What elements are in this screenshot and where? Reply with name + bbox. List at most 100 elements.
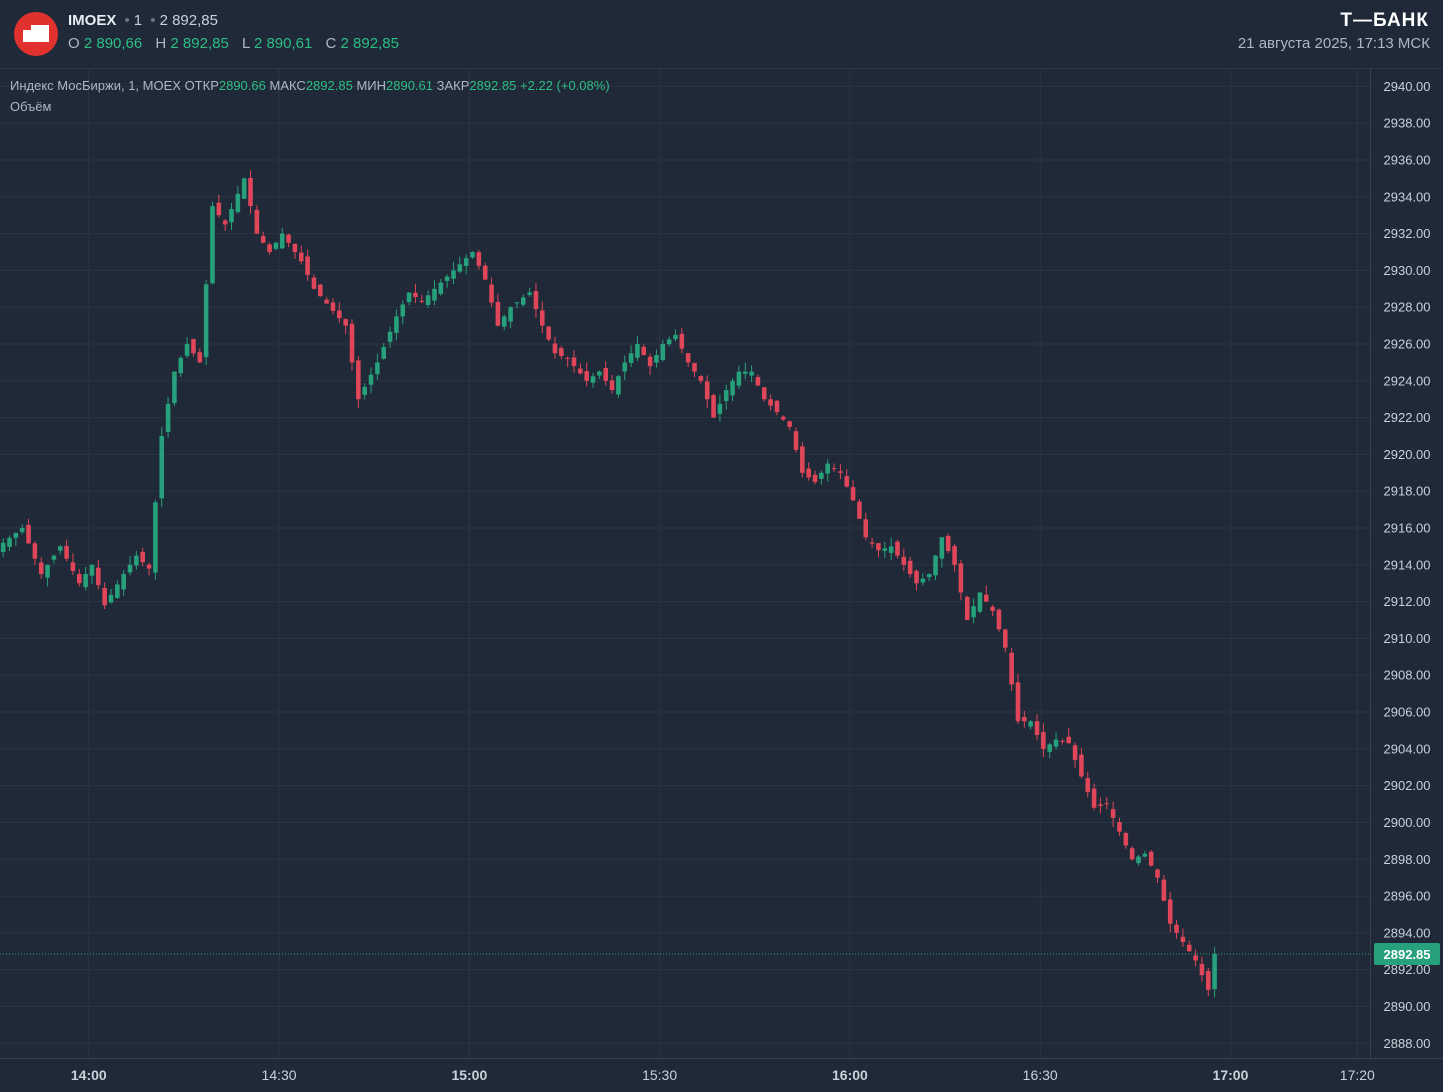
price-tick-label: 2896.00 <box>1384 889 1431 904</box>
candle-body <box>57 546 63 551</box>
candle-body <box>749 371 754 376</box>
candle-body <box>1186 944 1192 952</box>
candle-body <box>958 563 964 593</box>
legend-open-label: ОТКР <box>184 78 219 93</box>
candle-body <box>939 537 945 559</box>
candle-body <box>685 353 691 363</box>
candle-body <box>368 374 374 385</box>
candle-body <box>279 233 285 249</box>
candle-body <box>857 501 862 519</box>
candle-body <box>945 535 951 552</box>
candle-body <box>730 380 735 396</box>
price-tick-label: 2930.00 <box>1384 263 1431 278</box>
price-tick-label: 2938.00 <box>1384 116 1431 131</box>
candle-body <box>1009 652 1014 685</box>
candle-body <box>876 543 881 551</box>
last-price-tag-bg <box>1374 943 1440 966</box>
candle-body <box>463 258 469 267</box>
candle-body <box>451 270 456 279</box>
candle-body <box>679 333 685 349</box>
candle-body <box>337 310 342 319</box>
candle-body <box>869 542 875 544</box>
time-axis[interactable]: 14:00 14:30 15:00 15:30 16:00 16:30 17:00 17:20 <box>71 1067 1375 1083</box>
candle-body <box>996 609 1002 630</box>
candle-body <box>241 178 247 199</box>
candle-body <box>140 551 145 563</box>
candle-body <box>83 574 88 588</box>
price-tick-label: 2902.00 <box>1384 778 1431 793</box>
legend-change: +2.22 (+0.08%) <box>520 78 610 93</box>
candle-body <box>406 292 412 303</box>
candle-body <box>7 537 12 548</box>
candle-body <box>622 362 628 372</box>
candle-body <box>1015 682 1021 722</box>
candle-body <box>654 355 659 363</box>
candle-body <box>635 344 640 358</box>
legend-low-value: 2890.61 <box>386 78 433 93</box>
candle-body <box>1193 955 1198 961</box>
candle-body <box>736 371 742 386</box>
candle-body <box>102 587 107 606</box>
candle-body <box>616 376 621 395</box>
candle-body <box>292 243 298 253</box>
candle-body <box>926 574 932 578</box>
candle-body <box>1174 924 1179 933</box>
candle-body <box>527 292 532 295</box>
price-tick-label: 2924.00 <box>1384 373 1431 388</box>
candle-body <box>343 319 348 326</box>
candle-body <box>552 343 558 354</box>
candle-body <box>1199 963 1205 976</box>
candle-body <box>375 362 380 375</box>
price-tick-label: 2904.00 <box>1384 741 1431 756</box>
candle-body <box>70 562 76 571</box>
candle-body <box>13 532 19 538</box>
symbol[interactable]: IMOEX <box>68 12 117 29</box>
candle-body <box>1047 744 1052 752</box>
candle-body <box>260 236 266 243</box>
interval[interactable]: 1 <box>133 12 143 29</box>
candle-body <box>1066 736 1072 744</box>
candle-body <box>742 371 748 374</box>
candle-body <box>1167 899 1173 924</box>
price-tick-label: 2934.00 <box>1384 189 1431 204</box>
time-tick-label: 17:00 <box>1213 1067 1249 1083</box>
candle-body <box>1148 851 1154 866</box>
candle-body <box>565 357 570 359</box>
candle-body <box>356 360 361 400</box>
candle-body <box>717 403 723 414</box>
candle-body <box>1034 721 1040 736</box>
candle-body <box>609 380 615 391</box>
candle-body <box>51 555 57 560</box>
price-tick-label: 2906.00 <box>1384 705 1431 720</box>
last-price-tag-label: 2892.85 <box>1384 947 1431 962</box>
candle-body <box>1041 732 1046 749</box>
candle-body <box>1098 804 1103 806</box>
time-tick-label: 14:00 <box>71 1067 107 1083</box>
price-chart[interactable]: 2888.00 2890.00 2892.00 2894.00 2896.00 2898.… <box>0 68 1443 1092</box>
price-tick-label: 2932.00 <box>1384 226 1431 241</box>
candle-body <box>311 277 317 289</box>
price-tick-label: 2912.00 <box>1384 594 1431 609</box>
candle-body <box>457 264 463 272</box>
legend-close-value: 2892.85 <box>469 78 517 93</box>
low-label: L <box>241 35 250 52</box>
time-tick-label: 16:00 <box>832 1067 868 1083</box>
candle-body <box>286 234 291 243</box>
candle-body <box>1028 721 1033 727</box>
candle-body <box>647 356 653 367</box>
brand-name: Т—БАНК <box>1340 10 1429 31</box>
price-axis[interactable]: 2888.00 2890.00 2892.00 2894.00 2896.00 2898.… <box>1384 79 1431 1051</box>
candle-body <box>1117 822 1122 832</box>
price-tick-label: 2890.00 <box>1384 999 1431 1014</box>
close-value: 2 892,85 <box>340 35 399 52</box>
candle-body <box>413 292 418 298</box>
candles <box>0 170 1217 998</box>
candle-body <box>482 265 488 280</box>
candle-body <box>159 436 165 499</box>
candle-body <box>381 347 387 359</box>
candle-body <box>222 220 228 225</box>
candle-body <box>597 371 602 376</box>
candle-body <box>178 357 184 374</box>
candle-body <box>781 416 786 420</box>
price-tick-label: 2918.00 <box>1384 484 1431 499</box>
